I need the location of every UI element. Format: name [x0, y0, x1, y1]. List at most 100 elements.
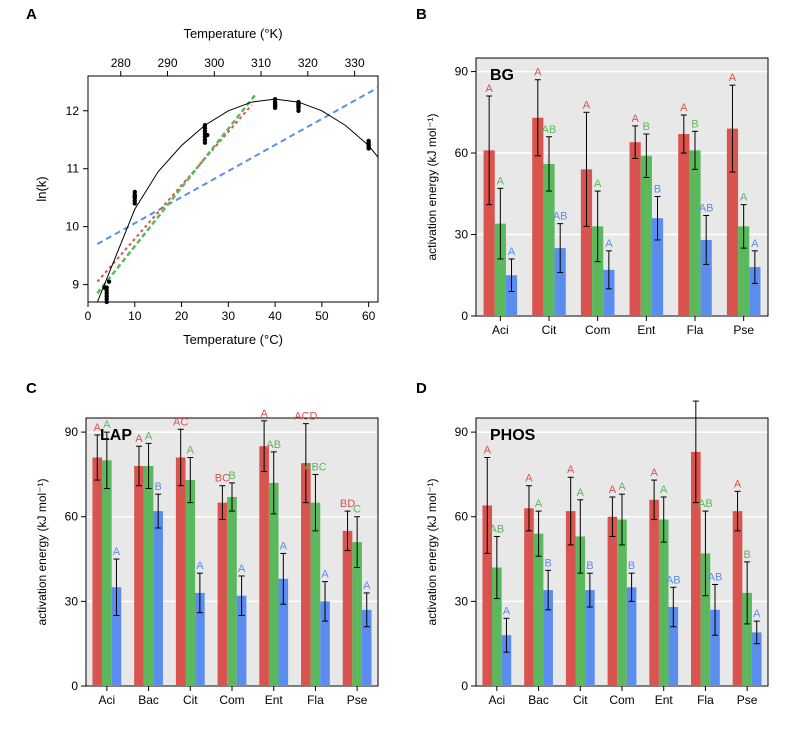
- svg-text:9: 9: [72, 278, 79, 292]
- svg-text:A: A: [534, 67, 542, 79]
- panel-b-label: B: [416, 6, 427, 23]
- svg-text:A: A: [740, 192, 748, 204]
- svg-text:B: B: [154, 481, 161, 493]
- svg-text:A: A: [503, 605, 511, 617]
- svg-text:activation energy (kJ mol⁻¹): activation energy (kJ mol⁻¹): [425, 478, 439, 625]
- svg-text:B: B: [544, 557, 551, 569]
- svg-text:Aci: Aci: [99, 693, 116, 707]
- svg-text:A: A: [618, 481, 626, 493]
- svg-text:Pse: Pse: [347, 693, 368, 707]
- panel-a-label: A: [26, 6, 37, 23]
- svg-text:AC: AC: [173, 416, 188, 428]
- svg-text:60: 60: [362, 309, 376, 323]
- svg-text:Aci: Aci: [489, 693, 506, 707]
- svg-text:AB: AB: [699, 203, 714, 215]
- svg-text:AB: AB: [542, 124, 557, 136]
- svg-text:Temperature (°K): Temperature (°K): [183, 26, 282, 41]
- svg-text:330: 330: [345, 56, 365, 70]
- svg-text:B: B: [628, 560, 635, 572]
- svg-text:30: 30: [455, 594, 469, 608]
- svg-text:A: A: [484, 444, 492, 456]
- svg-text:Bac: Bac: [528, 693, 549, 707]
- svg-text:Cit: Cit: [542, 323, 557, 337]
- svg-text:B: B: [586, 560, 593, 572]
- svg-text:Cit: Cit: [183, 693, 198, 707]
- svg-text:A: A: [567, 464, 575, 476]
- svg-text:A: A: [497, 175, 505, 187]
- svg-text:60: 60: [455, 146, 469, 160]
- svg-text:A: A: [103, 419, 111, 431]
- svg-text:A: A: [729, 72, 737, 84]
- svg-text:0: 0: [461, 309, 468, 323]
- panel-d-label: D: [416, 380, 427, 397]
- svg-text:A: A: [605, 238, 613, 250]
- svg-text:90: 90: [455, 425, 469, 439]
- svg-text:40: 40: [268, 309, 282, 323]
- svg-text:Temperature (°C): Temperature (°C): [183, 332, 283, 347]
- svg-text:AB: AB: [666, 574, 681, 586]
- svg-text:30: 30: [65, 594, 79, 608]
- svg-text:A: A: [508, 246, 516, 258]
- svg-text:A: A: [363, 580, 371, 592]
- svg-text:11: 11: [67, 162, 80, 176]
- svg-text:B: B: [643, 121, 650, 133]
- svg-text:A: A: [260, 408, 268, 420]
- svg-text:0: 0: [71, 679, 78, 693]
- svg-text:Ent: Ent: [655, 693, 674, 707]
- svg-text:60: 60: [455, 510, 469, 524]
- svg-text:Fla: Fla: [697, 693, 714, 707]
- svg-text:A: A: [734, 478, 742, 490]
- svg-text:290: 290: [158, 56, 178, 70]
- svg-text:Ent: Ent: [265, 693, 284, 707]
- svg-text:20: 20: [175, 309, 189, 323]
- svg-text:A: A: [238, 563, 246, 575]
- svg-text:A: A: [535, 498, 543, 510]
- svg-text:30: 30: [455, 228, 469, 242]
- svg-text:320: 320: [298, 56, 318, 70]
- svg-text:A: A: [680, 102, 688, 114]
- svg-text:Pse: Pse: [733, 323, 754, 337]
- svg-text:AB: AB: [553, 211, 568, 223]
- svg-text:B: B: [654, 184, 661, 196]
- svg-text:B: B: [228, 470, 235, 482]
- svg-text:Ent: Ent: [637, 323, 656, 337]
- svg-text:A: A: [583, 99, 591, 111]
- svg-text:A: A: [609, 484, 617, 496]
- svg-text:A: A: [321, 569, 329, 581]
- svg-text:AB: AB: [698, 498, 713, 510]
- svg-text:30: 30: [222, 309, 236, 323]
- svg-text:A: A: [196, 560, 204, 572]
- panel-b-chart: 0306090activation energy (kJ mol⁻¹)BGAci…: [420, 40, 780, 360]
- svg-text:A: A: [525, 473, 533, 485]
- svg-text:Pse: Pse: [737, 693, 758, 707]
- svg-text:90: 90: [65, 425, 79, 439]
- svg-text:A: A: [650, 467, 658, 479]
- svg-text:Fla: Fla: [307, 693, 324, 707]
- svg-text:Cit: Cit: [573, 693, 588, 707]
- svg-text:PHOS: PHOS: [490, 427, 536, 444]
- svg-text:A: A: [753, 608, 761, 620]
- svg-text:A: A: [187, 444, 195, 456]
- svg-text:A: A: [485, 83, 493, 95]
- svg-text:activation energy (kJ mol⁻¹): activation energy (kJ mol⁻¹): [425, 113, 439, 260]
- svg-text:0: 0: [85, 309, 92, 323]
- svg-text:AB: AB: [708, 571, 723, 583]
- svg-text:Com: Com: [219, 693, 244, 707]
- svg-text:ln(k): ln(k): [34, 176, 49, 201]
- svg-text:A: A: [135, 433, 143, 445]
- svg-text:60: 60: [65, 510, 79, 524]
- svg-text:A: A: [280, 540, 288, 552]
- svg-text:BG: BG: [490, 67, 514, 84]
- svg-text:B: B: [743, 549, 750, 561]
- svg-text:Com: Com: [585, 323, 610, 337]
- svg-text:ACD: ACD: [294, 411, 317, 423]
- svg-text:10: 10: [128, 309, 142, 323]
- svg-text:B: B: [691, 118, 698, 130]
- panel-a-chart: 0102030405060Temperature (°C)28029030031…: [30, 24, 390, 354]
- svg-text:300: 300: [204, 56, 224, 70]
- panel-c-label: C: [26, 380, 37, 397]
- svg-text:0: 0: [461, 679, 468, 693]
- svg-text:Com: Com: [609, 693, 634, 707]
- svg-text:A: A: [145, 430, 153, 442]
- svg-text:A: A: [751, 238, 759, 250]
